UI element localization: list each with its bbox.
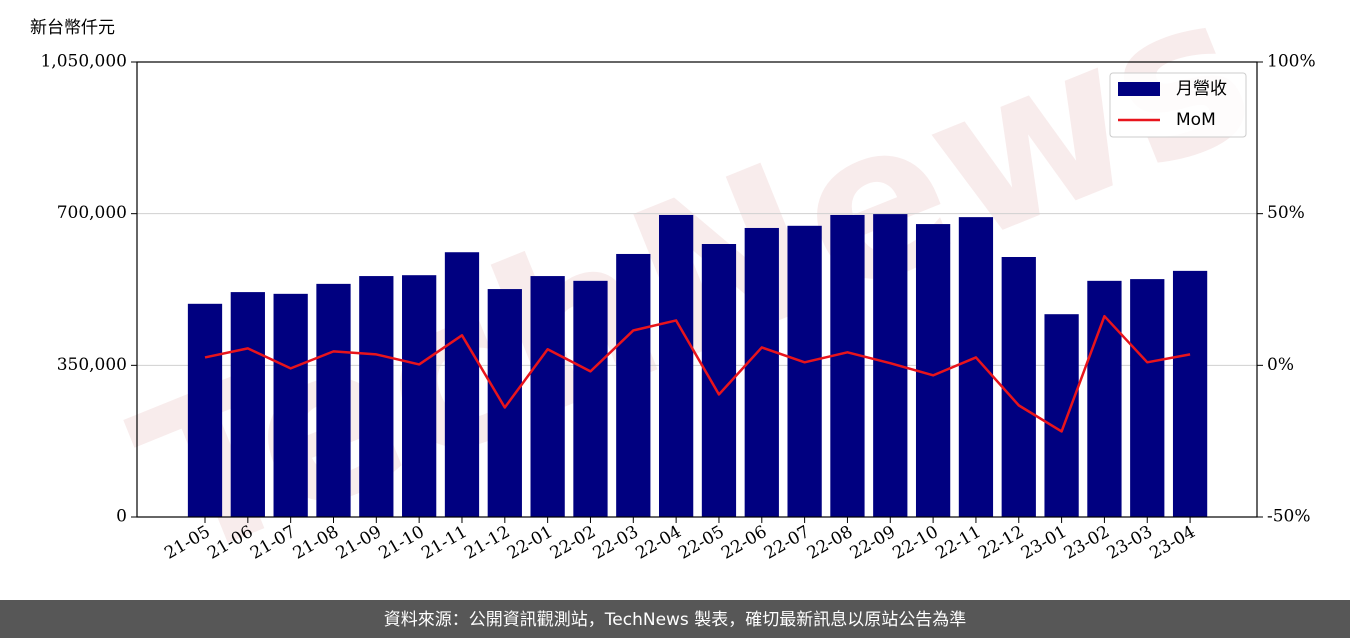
x-tick-label: 22-09: [847, 522, 899, 564]
y2-tick-label: 0%: [1267, 355, 1294, 375]
bar: [1087, 280, 1122, 517]
bar: [1044, 314, 1079, 517]
bar: [444, 252, 480, 517]
bar: [230, 292, 265, 517]
x-tick-label: 22-07: [761, 522, 813, 564]
bar: [530, 276, 565, 517]
x-tick-label: 22-08: [804, 522, 856, 564]
y-tick-label: 0: [116, 507, 127, 527]
y-tick-label: 1,050,000: [40, 52, 127, 72]
x-tick-label: 23-03: [1104, 522, 1156, 564]
x-tick-label: 22-03: [590, 522, 642, 564]
x-tick-label: 22-06: [718, 522, 770, 564]
bar: [958, 217, 994, 517]
x-tick-label: 22-04: [632, 522, 684, 564]
y-tick-label: 700,000: [57, 203, 127, 223]
bar: [359, 276, 394, 517]
bar: [787, 225, 822, 518]
x-tick-label: 23-01: [1018, 522, 1070, 564]
bar: [487, 289, 522, 517]
footer-bar: [0, 600, 1350, 638]
legend-label: MoM: [1176, 110, 1216, 130]
bar: [830, 214, 865, 517]
x-tick-label: 22-01: [504, 522, 556, 564]
bar: [616, 253, 651, 517]
y2-tick-label: -50%: [1267, 507, 1311, 527]
x-tick-label: 23-02: [1061, 522, 1113, 564]
bar: [573, 280, 608, 517]
bar: [273, 293, 308, 517]
legend-label: 月營收: [1176, 79, 1227, 99]
bar: [744, 227, 779, 517]
plot-frame: [136, 61, 1258, 518]
x-tick-label: 22-10: [889, 522, 941, 564]
footer-text: 資料來源：公開資訊觀測站，TechNews 製表，確切最新訊息以原站公告為準: [384, 610, 966, 630]
bar: [316, 283, 351, 517]
y2-tick-label: 100%: [1267, 52, 1316, 72]
bar: [402, 275, 437, 517]
legend-swatch: [1118, 82, 1160, 96]
y-tick-label: 350,000: [57, 355, 127, 375]
bar: [187, 303, 223, 517]
bar: [1001, 257, 1036, 517]
x-tick-label: 22-12: [975, 522, 1027, 564]
y-axis-label: 新台幣仟元: [30, 18, 115, 38]
x-tick-label: 22-05: [675, 522, 727, 564]
line: [204, 314, 1191, 433]
x-tick-label: 21-12: [461, 522, 513, 564]
x-tick-label: 21-11: [418, 522, 470, 564]
y2-tick-label: 50%: [1267, 203, 1305, 223]
x-tick-label: 23-04: [1146, 522, 1198, 564]
bar: [658, 214, 694, 517]
x-tick-label: 22-02: [547, 522, 599, 564]
bar: [1172, 270, 1208, 517]
bar: [1130, 279, 1165, 517]
x-tick-label: 22-11: [932, 522, 984, 564]
